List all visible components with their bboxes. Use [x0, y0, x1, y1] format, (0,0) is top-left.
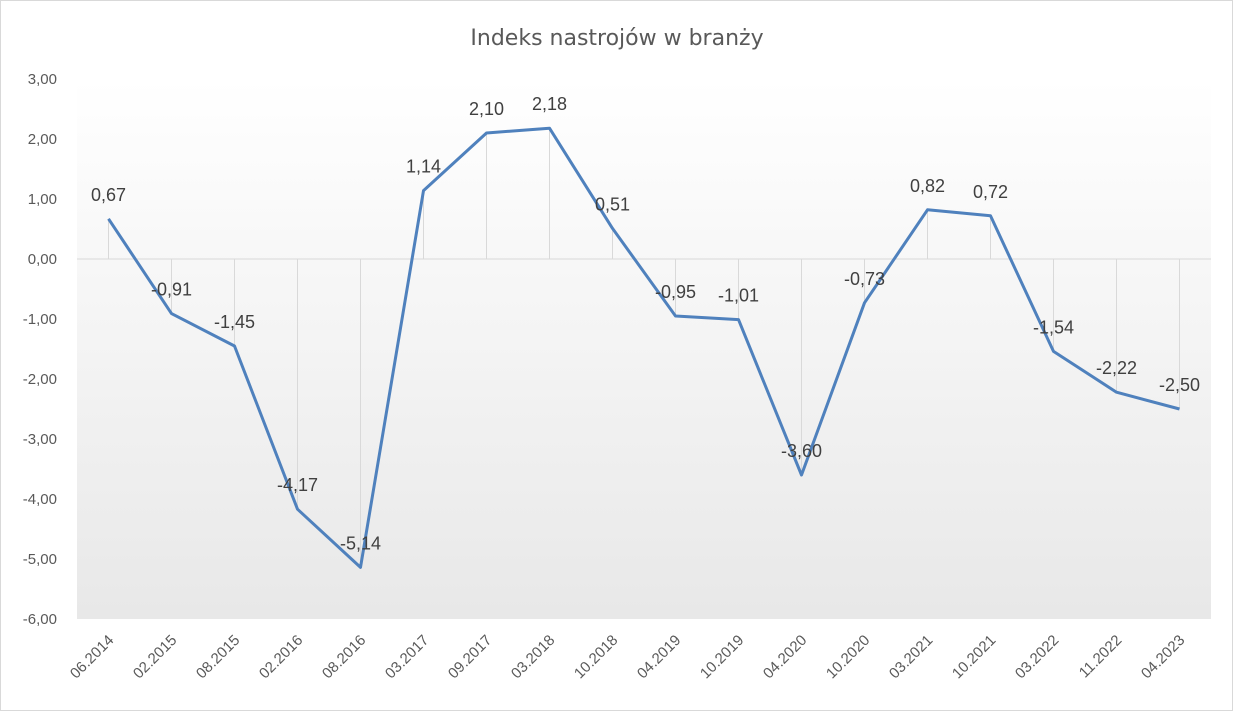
y-axis-ticks: 3,00 2,00 1,00 0,00 -1,00 -2,00 -3,00 -4,00 -5,0…: [23, 71, 57, 628]
x-tick-label: 02.2015: [130, 632, 180, 682]
x-tick-label: 10.2020: [823, 632, 873, 682]
data-label: 0,67: [91, 185, 126, 205]
data-label: 2,10: [469, 99, 504, 119]
x-tick-label: 08.2016: [319, 632, 369, 682]
data-label: -4,17: [277, 475, 318, 495]
series-line: [107, 126, 1180, 569]
y-tick-label: 1,00: [28, 191, 57, 208]
drop-lines: [108, 128, 1180, 568]
y-tick-label: -4,00: [23, 491, 57, 508]
x-tick-label: 04.2023: [1138, 632, 1188, 682]
chart-title: Indeks nastrojów w branży: [470, 26, 763, 51]
data-label: -2,22: [1096, 358, 1137, 378]
x-tick-label: 10.2021: [949, 632, 999, 682]
data-label: -0,91: [151, 280, 192, 300]
plot-area: [77, 79, 1211, 619]
data-label: -2,50: [1159, 375, 1200, 395]
x-tick-label: 08.2015: [193, 632, 243, 682]
data-label: -1,54: [1033, 317, 1074, 337]
data-label: -0,95: [655, 282, 696, 302]
y-tick-label: -3,00: [23, 431, 57, 448]
data-label: 0,72: [973, 182, 1008, 202]
data-label: 0,51: [595, 194, 630, 214]
x-tick-label: 02.2016: [256, 632, 306, 682]
data-label: 0,82: [910, 176, 945, 196]
x-tick-label: 09.2017: [445, 632, 495, 682]
data-label: -1,45: [214, 312, 255, 332]
data-label: -5,14: [340, 533, 381, 553]
x-tick-label: 03.2017: [382, 632, 432, 682]
data-label: -3,60: [781, 441, 822, 461]
data-label: -1,01: [718, 286, 759, 306]
data-label: 1,14: [406, 157, 441, 177]
x-tick-label: 11.2022: [1076, 632, 1126, 682]
y-tick-label: -2,00: [23, 371, 57, 388]
x-tick-label: 03.2018: [508, 632, 558, 682]
data-labels: 0,67 -0,91 -1,45 -4,17 -5,14 1,14 2,10 2,18 0,51…: [91, 94, 1200, 553]
y-tick-label: -5,00: [23, 551, 57, 568]
y-tick-label: 3,00: [28, 71, 57, 88]
y-tick-label: 0,00: [28, 251, 57, 268]
data-label: -0,73: [844, 269, 885, 289]
x-tick-label: 10.2019: [697, 632, 747, 682]
x-tick-label: 03.2022: [1012, 632, 1062, 682]
data-label: 2,18: [532, 94, 567, 114]
y-tick-label: 2,00: [28, 131, 57, 148]
y-tick-label: -6,00: [23, 611, 57, 628]
y-tick-label: -1,00: [23, 311, 57, 328]
x-tick-label: 04.2020: [760, 632, 810, 682]
x-tick-label: 03.2021: [886, 632, 936, 682]
x-tick-label: 10.2018: [571, 632, 621, 682]
x-tick-label: 06.2014: [67, 632, 117, 682]
x-axis-ticks: 06.2014 02.2015 08.2015 02.2016 08.2016 03.20…: [67, 632, 1188, 682]
x-tick-label: 04.2019: [634, 632, 684, 682]
